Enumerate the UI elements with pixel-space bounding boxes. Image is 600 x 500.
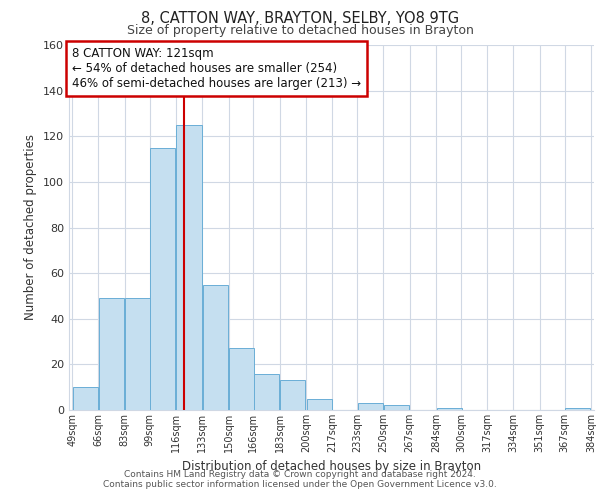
Bar — [384, 406, 409, 410]
Text: 8, CATTON WAY, BRAYTON, SELBY, YO8 9TG: 8, CATTON WAY, BRAYTON, SELBY, YO8 9TG — [141, 11, 459, 26]
Bar — [125, 298, 151, 410]
Bar — [280, 380, 305, 410]
Bar — [203, 284, 228, 410]
Bar — [99, 298, 124, 410]
Bar — [358, 403, 383, 410]
Bar — [73, 387, 98, 410]
Bar — [229, 348, 254, 410]
Bar — [254, 374, 279, 410]
Bar — [437, 408, 462, 410]
Y-axis label: Number of detached properties: Number of detached properties — [25, 134, 37, 320]
Bar — [150, 148, 175, 410]
Text: 8 CATTON WAY: 121sqm
← 54% of detached houses are smaller (254)
46% of semi-deta: 8 CATTON WAY: 121sqm ← 54% of detached h… — [71, 47, 361, 90]
Bar — [307, 398, 332, 410]
Bar — [565, 408, 590, 410]
X-axis label: Distribution of detached houses by size in Brayton: Distribution of detached houses by size … — [182, 460, 481, 473]
Text: Contains HM Land Registry data © Crown copyright and database right 2024.
Contai: Contains HM Land Registry data © Crown c… — [103, 470, 497, 489]
Text: Size of property relative to detached houses in Brayton: Size of property relative to detached ho… — [127, 24, 473, 37]
Bar — [176, 125, 202, 410]
